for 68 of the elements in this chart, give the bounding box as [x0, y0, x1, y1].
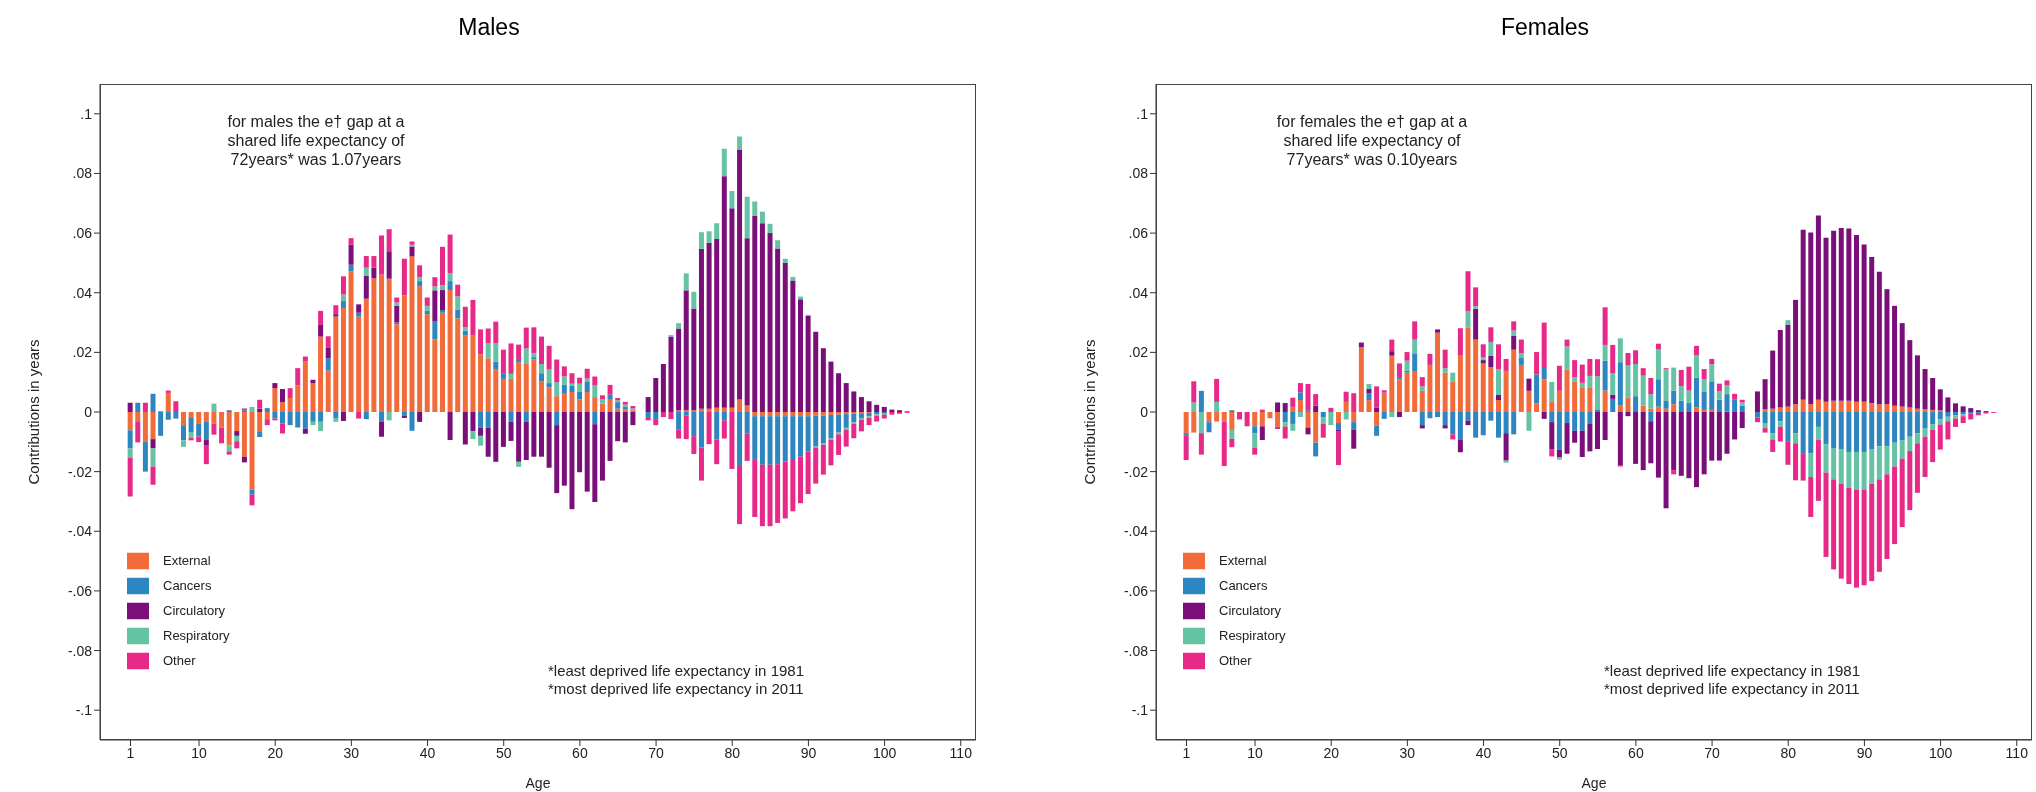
- legend-label: External: [1219, 553, 1267, 568]
- y-tick-label: 0: [1140, 403, 1149, 420]
- chart-title: Females: [1499, 14, 1591, 41]
- x-tick-label: 110: [2005, 744, 2029, 761]
- y-tick-label: 0: [84, 403, 93, 420]
- x-tick-label: 30: [343, 744, 360, 761]
- legend-label: Circulatory: [1219, 603, 1282, 618]
- annotation: *most deprived life expectancy in 2011: [548, 680, 804, 698]
- x-tick-label: 50: [1551, 744, 1568, 761]
- x-tick-label: 20: [1323, 744, 1340, 761]
- x-tick-label: 90: [800, 744, 817, 761]
- y-tick-label: .1: [80, 105, 93, 122]
- x-tick-label: 20: [267, 744, 284, 761]
- annotation: *least deprived life expectancy in 1981: [548, 662, 804, 680]
- y-tick-label: -.06: [1123, 582, 1149, 599]
- x-tick-label: 1: [126, 744, 135, 761]
- legend-label: Respiratory: [163, 628, 230, 643]
- x-tick-label: 80: [724, 744, 741, 761]
- annotation: for males the e† gap at a shared life expectancy of 72years* was 1.07years: [226, 112, 406, 169]
- x-tick-label: 100: [872, 744, 897, 761]
- x-tick-label: 60: [572, 744, 588, 761]
- legend-label: Other: [1219, 653, 1252, 668]
- x-axis-title: Age: [525, 775, 551, 791]
- x-tick-label: 60: [1628, 744, 1644, 761]
- y-tick-label: -.04: [67, 523, 93, 540]
- y-tick-label: -.08: [67, 642, 93, 659]
- legend-label: Circulatory: [163, 603, 226, 618]
- legend-label: Other: [163, 653, 196, 668]
- y-tick-label: .06: [1128, 225, 1149, 242]
- y-tick-label: -.06: [67, 582, 93, 599]
- x-tick-label: 1: [1182, 744, 1191, 761]
- x-axis-title: Age: [1581, 775, 1607, 791]
- x-tick-label: 100: [1928, 744, 1953, 761]
- x-tick-label: 70: [648, 744, 665, 761]
- y-tick-label: .08: [72, 165, 93, 182]
- x-tick-label: 10: [1247, 744, 1264, 761]
- y-tick-label: -.08: [1123, 642, 1149, 659]
- y-tick-label: .04: [1128, 284, 1149, 301]
- x-tick-label: 90: [1856, 744, 1873, 761]
- legend-label: Cancers: [1219, 578, 1268, 593]
- legend-label: External: [163, 553, 211, 568]
- x-tick-label: 80: [1780, 744, 1797, 761]
- y-tick-label: -.1: [1131, 702, 1149, 719]
- y-tick-label: .02: [72, 344, 93, 361]
- y-tick-label: -.04: [1123, 523, 1149, 540]
- x-tick-label: 30: [1399, 744, 1416, 761]
- y-tick-label: .04: [72, 284, 93, 301]
- x-tick-label: 110: [949, 744, 973, 761]
- y-tick-label: .1: [1136, 105, 1149, 122]
- y-axis-title: Contributions in years: [25, 339, 43, 485]
- x-tick-label: 40: [419, 744, 436, 761]
- y-tick-label: -.02: [67, 463, 93, 480]
- y-tick-label: .06: [72, 225, 93, 242]
- x-tick-label: 70: [1704, 744, 1721, 761]
- annotation: *most deprived life expectancy in 2011: [1604, 680, 1860, 698]
- y-tick-label: .02: [1128, 344, 1149, 361]
- annotation: for females the e† gap at a shared life expectancy of 77years* was 0.10years: [1275, 112, 1469, 169]
- legend-label: Respiratory: [1219, 628, 1286, 643]
- y-tick-label: -.1: [75, 702, 93, 719]
- y-tick-label: .08: [1128, 165, 1149, 182]
- y-tick-label: -.02: [1123, 463, 1149, 480]
- x-tick-label: 40: [1475, 744, 1492, 761]
- x-tick-label: 50: [495, 744, 512, 761]
- chart-title: Males: [457, 14, 521, 41]
- annotation: *least deprived life expectancy in 1981: [1604, 662, 1860, 680]
- x-tick-label: 10: [191, 744, 208, 761]
- legend-label: Cancers: [163, 578, 212, 593]
- y-axis-title: Contributions in years: [1081, 339, 1099, 485]
